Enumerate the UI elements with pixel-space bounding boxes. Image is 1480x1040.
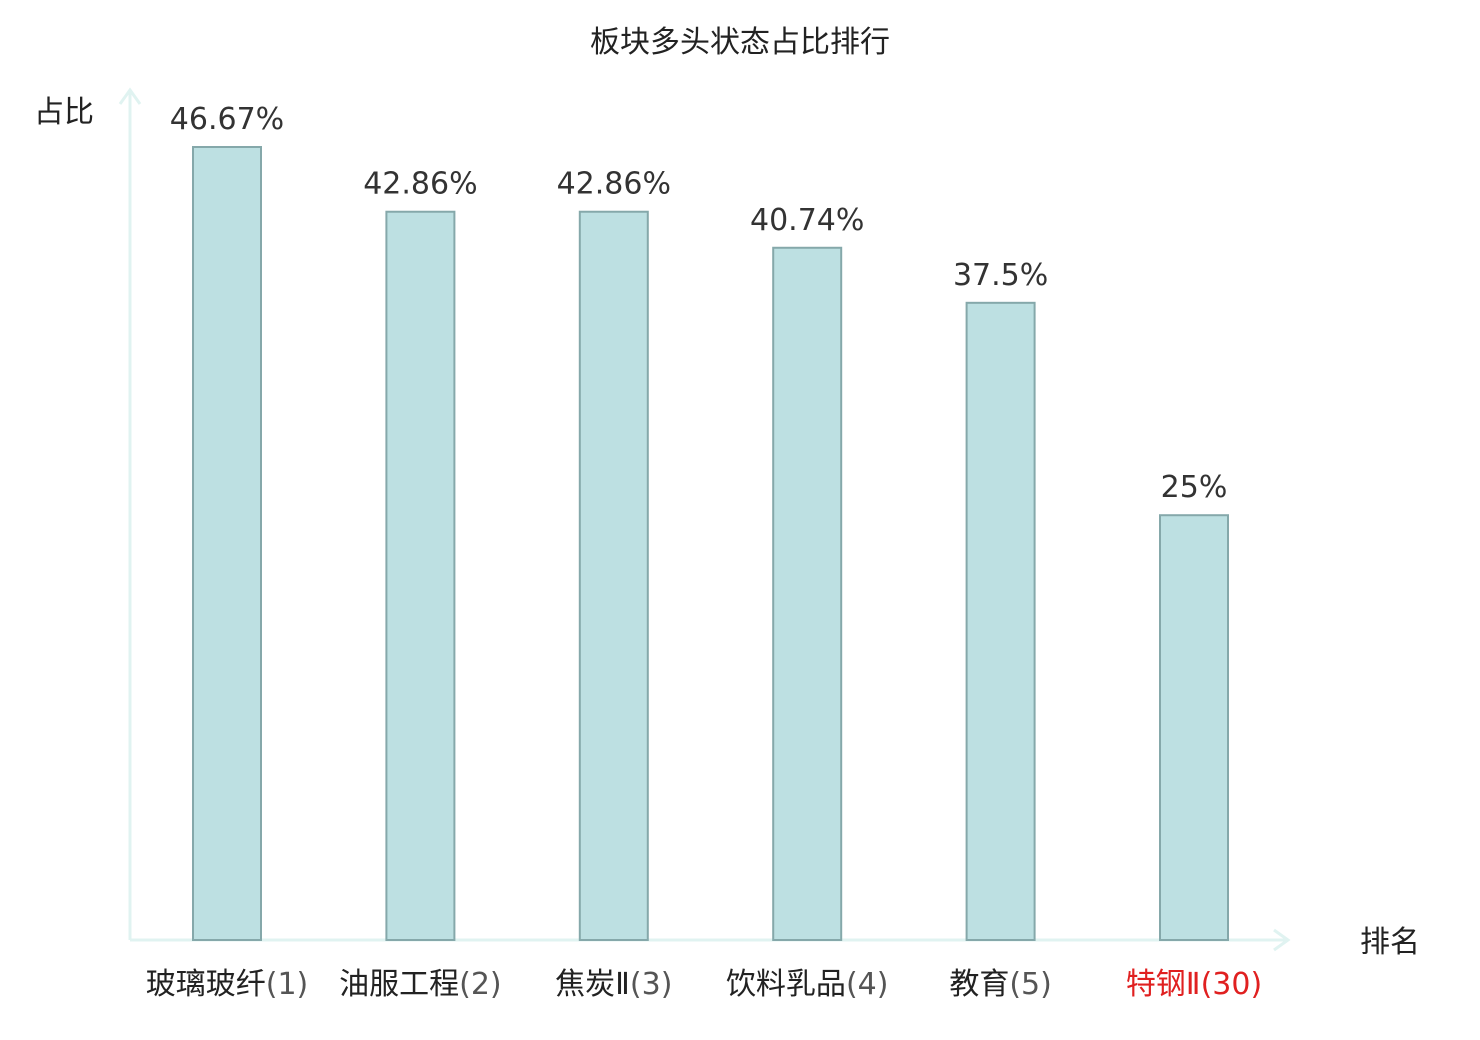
chart-title: 板块多头状态占比排行 <box>590 25 890 60</box>
value-labels-group: 46.67% 42.86% 42.86% 40.74% 37.5% 25% <box>170 102 1228 505</box>
bar-value-label: 42.86% <box>557 167 671 202</box>
bar <box>385 210 456 941</box>
bar-value-label: 25% <box>1161 470 1228 505</box>
x-tick-label: 玻璃玻纤(1) <box>146 967 309 1002</box>
x-tick-label: 特钢Ⅱ(30) <box>1126 967 1262 1002</box>
bar-value-label: 46.67% <box>170 102 284 137</box>
x-tick-category-name: 教育 <box>949 967 1009 1002</box>
bar <box>578 210 649 941</box>
x-tick-rank: (1) <box>266 967 309 1002</box>
x-tick-rank: (30) <box>1201 967 1263 1002</box>
bars-group <box>192 146 1229 942</box>
x-axis-arrow <box>1273 928 1291 952</box>
x-tick-labels-group: 玻璃玻纤(1) 油服工程(2) 焦炭Ⅱ(3) 饮料乳品(4) 教育(5) 特钢Ⅱ(30) <box>146 967 1262 1002</box>
x-tick-label: 焦炭Ⅱ(3) <box>555 967 672 1002</box>
x-tick-label: 油服工程(2) <box>339 967 502 1002</box>
y-axis-label: 占比 <box>34 95 94 130</box>
bar <box>772 246 843 942</box>
bar <box>965 301 1036 942</box>
y-axis-arrow <box>118 87 142 105</box>
bar <box>192 146 262 941</box>
x-tick-rank: (2) <box>459 967 502 1002</box>
x-tick-rank: (4) <box>846 967 889 1002</box>
x-axis-label: 排名 <box>1360 925 1420 960</box>
x-tick-category-name: 玻璃玻纤 <box>146 967 266 1002</box>
axes <box>118 87 1291 952</box>
bar-value-label: 40.74% <box>750 203 864 238</box>
x-tick-category-name: 焦炭Ⅱ <box>555 967 630 1002</box>
x-tick-category-name: 特钢Ⅱ <box>1126 967 1201 1002</box>
x-tick-label: 饮料乳品(4) <box>726 967 889 1002</box>
x-tick-label: 教育(5) <box>949 967 1052 1002</box>
x-tick-rank: (3) <box>630 967 673 1002</box>
bar-value-label: 42.86% <box>363 167 477 202</box>
x-tick-rank: (5) <box>1009 967 1052 1002</box>
x-tick-category-name: 油服工程 <box>339 967 459 1002</box>
bar <box>1159 514 1229 941</box>
x-tick-category-name: 饮料乳品 <box>726 967 846 1002</box>
bar-value-label: 37.5% <box>953 258 1048 293</box>
